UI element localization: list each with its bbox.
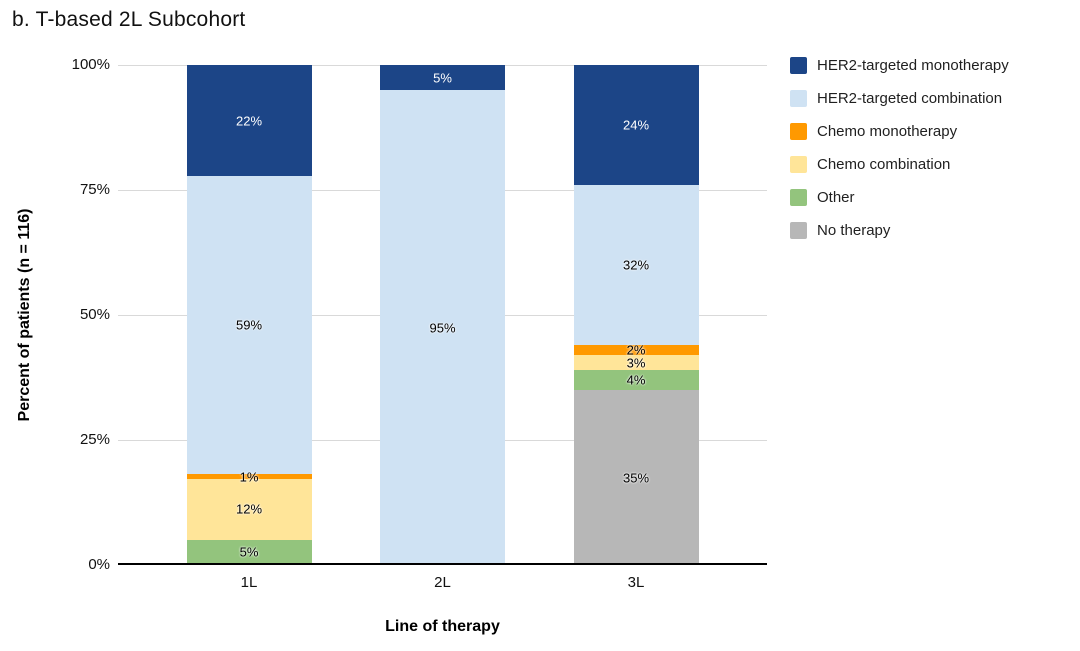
bar-segment-label: 5% xyxy=(239,544,259,560)
y-tick-label: 75% xyxy=(79,181,110,198)
chart-title: b. T-based 2L Subcohort xyxy=(12,8,246,31)
bar-2l: 5% 95% xyxy=(380,65,505,565)
legend-item: HER2-targeted monotherapy xyxy=(790,57,1009,74)
bar-segment: 24% xyxy=(573,65,699,185)
legend-item: Chemo combination xyxy=(790,156,1009,173)
bar-segment-label: 95% xyxy=(429,320,456,335)
bar-segment: 95% xyxy=(380,90,505,565)
bar-segment: 59% xyxy=(186,176,312,475)
bar-segment: 32% xyxy=(573,185,699,345)
legend-label: Chemo combination xyxy=(817,156,951,173)
legend-swatch-icon xyxy=(790,222,807,239)
legend-label: Chemo monotherapy xyxy=(817,123,958,140)
legend-label: Other xyxy=(817,189,855,206)
bar-segment: 5% xyxy=(380,65,505,90)
bar-segment-label: 22% xyxy=(235,113,263,129)
legend-swatch-icon xyxy=(790,156,807,173)
bar-segment-label: 12% xyxy=(235,501,263,517)
legend: HER2-targeted monotherapy HER2-targeted c… xyxy=(790,57,1009,239)
legend-item: Other xyxy=(790,189,1009,206)
legend-swatch-icon xyxy=(790,189,807,206)
x-axis-title: Line of therapy xyxy=(385,618,500,635)
y-tick-label: 0% xyxy=(88,556,110,573)
bar-1l: 22% 59% 1% 12% 5% xyxy=(186,65,312,565)
x-axis-line xyxy=(118,563,767,565)
bar-segment: 4% xyxy=(573,370,699,390)
bar-segment-label: 4% xyxy=(626,372,646,388)
bar-segment: 35% xyxy=(573,390,699,565)
bar-segment-label: 1% xyxy=(239,469,259,485)
legend-label: HER2-targeted combination xyxy=(817,90,1003,107)
bar-segment: 5% xyxy=(186,539,312,565)
bar-segment: 12% xyxy=(186,479,312,540)
bar-3l: 24% 32% 2% 3% 4% 35% xyxy=(573,65,699,565)
bar-segment-label: 59% xyxy=(235,317,263,333)
legend-label: No therapy xyxy=(817,222,891,239)
bar-segment-label: 3% xyxy=(626,355,646,370)
bar-segment: 22% xyxy=(186,65,312,177)
bar-segment: 1% xyxy=(186,469,312,484)
legend-item: HER2-targeted combination xyxy=(790,90,1009,107)
legend-label: HER2-targeted monotherapy xyxy=(817,57,1009,74)
legend-swatch-icon xyxy=(790,57,807,74)
bar-segment: 2% xyxy=(573,342,699,358)
y-tick-label: 50% xyxy=(79,306,110,323)
x-tick-label: 2L xyxy=(434,574,451,591)
legend-swatch-icon xyxy=(790,90,807,107)
y-tick-label: 25% xyxy=(79,431,110,448)
plot-area: 22% 59% 1% 12% 5% 5% 95% 24% 32% 2% 3% 4% 35% xyxy=(118,65,767,565)
bar-segment: 3% xyxy=(573,355,699,370)
bar-segment-label: 35% xyxy=(622,470,650,485)
legend-item: No therapy xyxy=(790,222,1009,239)
bar-segment-label: 2% xyxy=(626,342,646,358)
legend-swatch-icon xyxy=(790,123,807,140)
legend-item: Chemo monotherapy xyxy=(790,123,1009,140)
y-tick-label: 100% xyxy=(71,56,110,73)
bar-segment-label: 24% xyxy=(622,117,650,133)
bar-segment-label: 32% xyxy=(622,257,650,273)
x-tick-label: 1L xyxy=(240,574,258,591)
x-tick-label: 3L xyxy=(627,574,645,591)
bar-segment-label: 5% xyxy=(433,70,452,85)
